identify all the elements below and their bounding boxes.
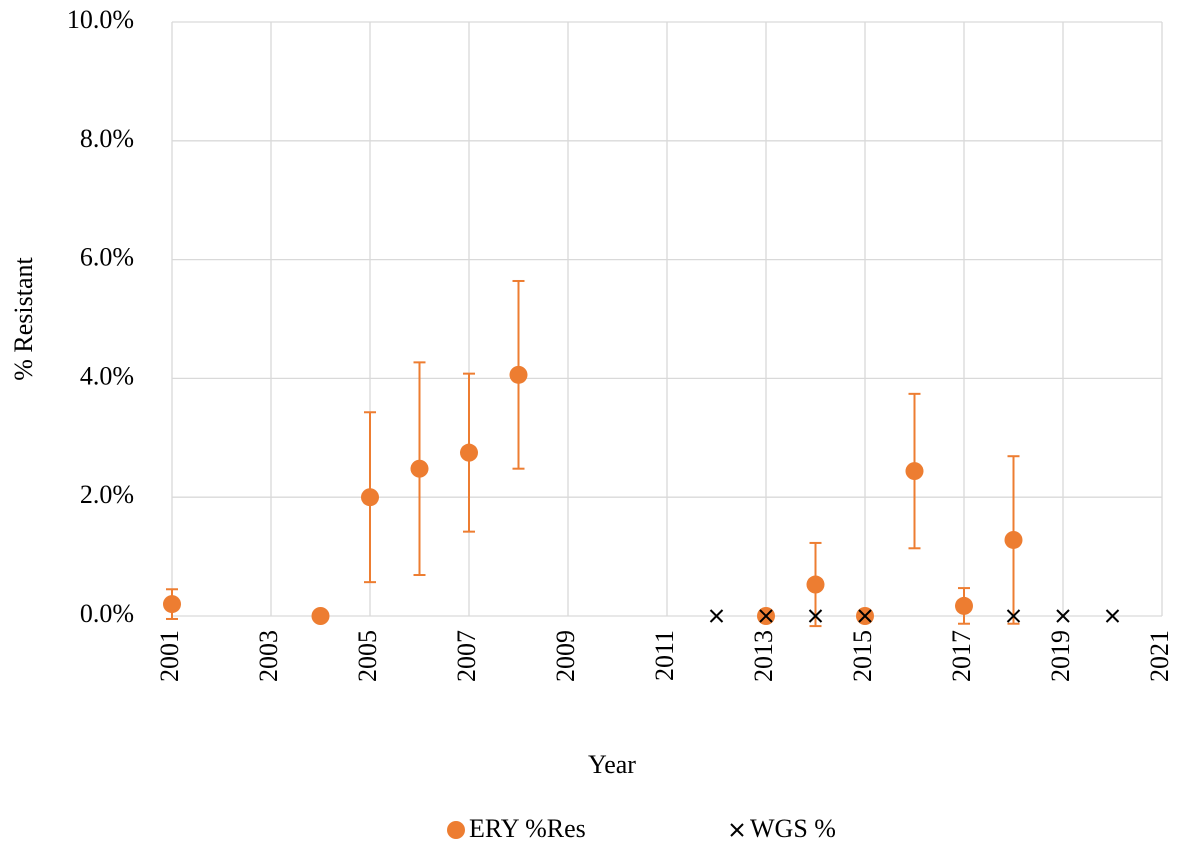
y-tick-label: 4.0%	[80, 361, 134, 390]
point	[1006, 609, 1021, 623]
point	[808, 609, 823, 623]
point	[858, 609, 872, 623]
point	[1056, 609, 1070, 623]
x-tick-label: 2015	[848, 630, 877, 682]
x-tick-label: 2007	[452, 630, 481, 682]
x-tick-label: 2017	[947, 630, 976, 682]
legend-marker	[730, 823, 744, 837]
y-tick-label: 8.0%	[80, 124, 134, 153]
y-tick-label: 10.0%	[67, 5, 134, 34]
legend-label: ERY %Res	[469, 814, 586, 843]
legend-marker	[447, 821, 465, 839]
point	[460, 443, 478, 462]
x-tick-label: 2013	[749, 630, 778, 682]
y-axis-title: % Resistant	[9, 256, 38, 380]
x-tick-label: 2019	[1046, 630, 1075, 682]
x-tick-label: 2011	[650, 630, 679, 681]
point	[311, 607, 330, 625]
x-axis-title: Year	[588, 750, 636, 779]
point	[509, 365, 528, 384]
x-tick-label: 2009	[551, 630, 580, 682]
point	[163, 595, 181, 614]
x-tick-label: 2021	[1145, 630, 1174, 682]
x-tick-label: 2005	[353, 630, 382, 682]
x-tick-label: 2003	[254, 630, 283, 682]
point	[1105, 609, 1120, 623]
point	[410, 459, 429, 478]
y-tick-label: 0.0%	[80, 599, 134, 628]
y-tick-label: 2.0%	[80, 480, 134, 509]
point	[361, 488, 379, 507]
point	[806, 575, 825, 594]
x-tick-label: 2001	[155, 630, 184, 682]
point	[1004, 530, 1023, 549]
legend-label: WGS %	[750, 814, 836, 843]
point	[709, 609, 724, 623]
point	[759, 609, 773, 623]
point	[905, 462, 924, 481]
point	[955, 596, 973, 615]
y-tick-label: 6.0%	[80, 243, 134, 272]
